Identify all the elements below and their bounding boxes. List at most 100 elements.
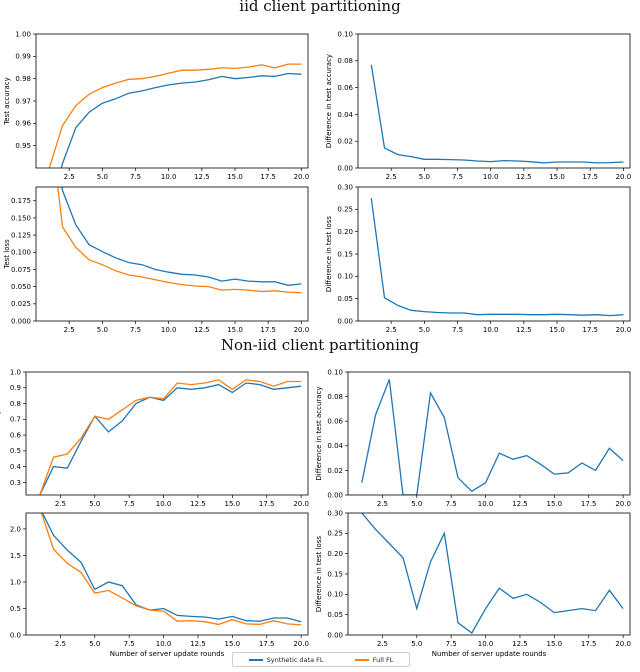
y-tick-label: 0.025 bbox=[11, 300, 31, 308]
x-tick-label: 12.5 bbox=[190, 640, 206, 648]
y-tick-label: 0.5 bbox=[10, 447, 21, 455]
x-tick-label: 2.5 bbox=[377, 640, 388, 648]
series-line-synthetic bbox=[361, 513, 624, 634]
y-tick-label: 0.25 bbox=[337, 206, 353, 214]
x-tick-label: 5.0 bbox=[97, 326, 108, 334]
x-tick-label: 2.5 bbox=[386, 326, 397, 334]
y-axis-label: Test loss bbox=[0, 559, 1, 590]
x-tick-label: 17.5 bbox=[260, 326, 276, 334]
y-tick-label: 0.06 bbox=[327, 418, 343, 426]
y-tick-label: 0.050 bbox=[11, 283, 31, 291]
series-line-full bbox=[40, 513, 302, 626]
y-tick-label: 0.125 bbox=[11, 232, 31, 240]
y-tick-label: 0.15 bbox=[337, 250, 353, 258]
chart-iid-acc-diff: 2.5 5.0 7.5 10.0 12.5 15.0 17.5 20.0 0.00 0.02 0.0… bbox=[325, 30, 631, 181]
y-tick-label: 1.5 bbox=[10, 552, 21, 560]
x-tick-label: 17.5 bbox=[259, 500, 275, 508]
x-tick-label: 2.5 bbox=[386, 173, 397, 181]
y-tick-label: 0.000 bbox=[11, 317, 31, 325]
x-tick-label: 17.5 bbox=[581, 500, 597, 508]
x-axis-label: Number of server update rounds bbox=[110, 650, 225, 658]
plot-frame bbox=[25, 371, 309, 496]
x-tick-label: 10.0 bbox=[161, 326, 177, 334]
x-tick-label: 5.0 bbox=[89, 640, 100, 648]
y-tick-label: 0.0 bbox=[10, 631, 21, 639]
x-tick-label: 7.5 bbox=[446, 640, 457, 648]
y-tick-label: 0.98 bbox=[15, 75, 31, 83]
noniid-section-title: Non-iid client partitioning bbox=[220, 336, 420, 354]
y-axis-label: Test loss bbox=[3, 239, 11, 270]
series-line-synthetic bbox=[39, 382, 302, 495]
x-tick-label: 12.5 bbox=[194, 173, 210, 181]
chart-iid-acc: 2.5 5.0 7.5 10.0 12.5 15.0 17.5 20.0 0.95 0.96 0.9… bbox=[3, 30, 310, 181]
x-tick-label: 17.5 bbox=[260, 173, 276, 181]
y-tick-label: 0.3 bbox=[10, 479, 21, 487]
x-tick-label: 10.0 bbox=[156, 640, 172, 648]
series-line-synthetic bbox=[370, 64, 624, 164]
x-tick-label: 2.5 bbox=[64, 173, 75, 181]
x-tick-label: 20.0 bbox=[615, 640, 631, 648]
series-line-synthetic bbox=[361, 379, 624, 495]
y-tick-label: 0.00 bbox=[337, 317, 353, 325]
y-tick-label: 0.00 bbox=[327, 491, 343, 499]
y-axis-label: Test accuracy bbox=[3, 77, 11, 126]
iid-section-title: iid client partitioning bbox=[239, 0, 401, 15]
x-tick-label: 10.0 bbox=[478, 500, 494, 508]
y-tick-label: 0.04 bbox=[327, 442, 343, 450]
y-tick-label: 0.25 bbox=[327, 530, 343, 538]
series-line-full bbox=[48, 63, 302, 168]
y-tick-label: 0.04 bbox=[337, 111, 353, 119]
x-tick-label: 12.5 bbox=[512, 640, 528, 648]
x-tick-label: 20.0 bbox=[293, 500, 309, 508]
y-tick-label: 0.06 bbox=[337, 84, 353, 92]
x-tick-label: 12.5 bbox=[512, 500, 528, 508]
plot-frame bbox=[35, 33, 309, 169]
chart-noniid-loss: 2.5 5.0 7.5 10.0 12.5 15.0 17.5 20.0 0.0 0.5 1.0 1.… bbox=[0, 512, 309, 658]
y-tick-label: 0.075 bbox=[11, 266, 31, 274]
y-tick-label: 0.30 bbox=[337, 183, 353, 191]
y-tick-label: 0.99 bbox=[15, 53, 31, 61]
x-tick-label: 2.5 bbox=[55, 640, 66, 648]
series-line-synthetic bbox=[370, 198, 624, 317]
plot-frame bbox=[35, 186, 309, 322]
y-tick-label: 0.5 bbox=[10, 605, 21, 613]
y-tick-label: 0.20 bbox=[327, 550, 343, 558]
y-tick-label: 0.7 bbox=[10, 416, 21, 424]
legend-label-synthetic: Synthetic data FL bbox=[266, 655, 324, 664]
y-tick-label: 0.15 bbox=[327, 570, 343, 578]
y-tick-label: 0.175 bbox=[11, 197, 31, 205]
y-tick-label: 0.100 bbox=[11, 249, 31, 257]
legend-item-synthetic: Synthetic data FL bbox=[248, 655, 324, 664]
y-tick-label: 0.02 bbox=[337, 138, 353, 146]
series-line-synthetic bbox=[61, 187, 302, 286]
x-tick-label: 17.5 bbox=[259, 640, 275, 648]
x-axis-label: Number of server update rounds bbox=[432, 650, 547, 658]
x-tick-label: 17.5 bbox=[582, 326, 598, 334]
x-tick-label: 15.0 bbox=[549, 326, 565, 334]
x-tick-label: 2.5 bbox=[377, 500, 388, 508]
x-tick-label: 7.5 bbox=[446, 500, 457, 508]
x-tick-label: 7.5 bbox=[124, 640, 135, 648]
x-tick-label: 5.0 bbox=[411, 640, 422, 648]
y-tick-label: 0.95 bbox=[15, 142, 31, 150]
x-tick-label: 7.5 bbox=[130, 173, 141, 181]
y-tick-label: 0.150 bbox=[11, 214, 31, 222]
plot-frame bbox=[347, 512, 631, 636]
x-tick-label: 2.5 bbox=[64, 326, 75, 334]
plot-frame bbox=[357, 186, 631, 322]
y-tick-label: 0.4 bbox=[10, 463, 22, 471]
series-line-full bbox=[39, 379, 302, 495]
chart-iid-loss-diff: 2.5 5.0 7.5 10.0 12.5 15.0 17.5 20.0 0.00 0.05 0.1… bbox=[325, 183, 631, 334]
x-tick-label: 20.0 bbox=[616, 173, 632, 181]
y-tick-label: 0.05 bbox=[327, 611, 343, 619]
x-tick-label: 2.5 bbox=[55, 500, 66, 508]
x-tick-label: 5.0 bbox=[419, 173, 430, 181]
x-tick-label: 10.0 bbox=[483, 173, 499, 181]
x-tick-label: 17.5 bbox=[582, 173, 598, 181]
y-tick-label: 0.30 bbox=[327, 509, 343, 517]
x-tick-label: 12.5 bbox=[194, 326, 210, 334]
series-line-full bbox=[57, 187, 302, 294]
legend-swatch-full bbox=[354, 658, 369, 661]
x-tick-label: 20.0 bbox=[294, 173, 310, 181]
x-tick-label: 10.0 bbox=[156, 500, 172, 508]
